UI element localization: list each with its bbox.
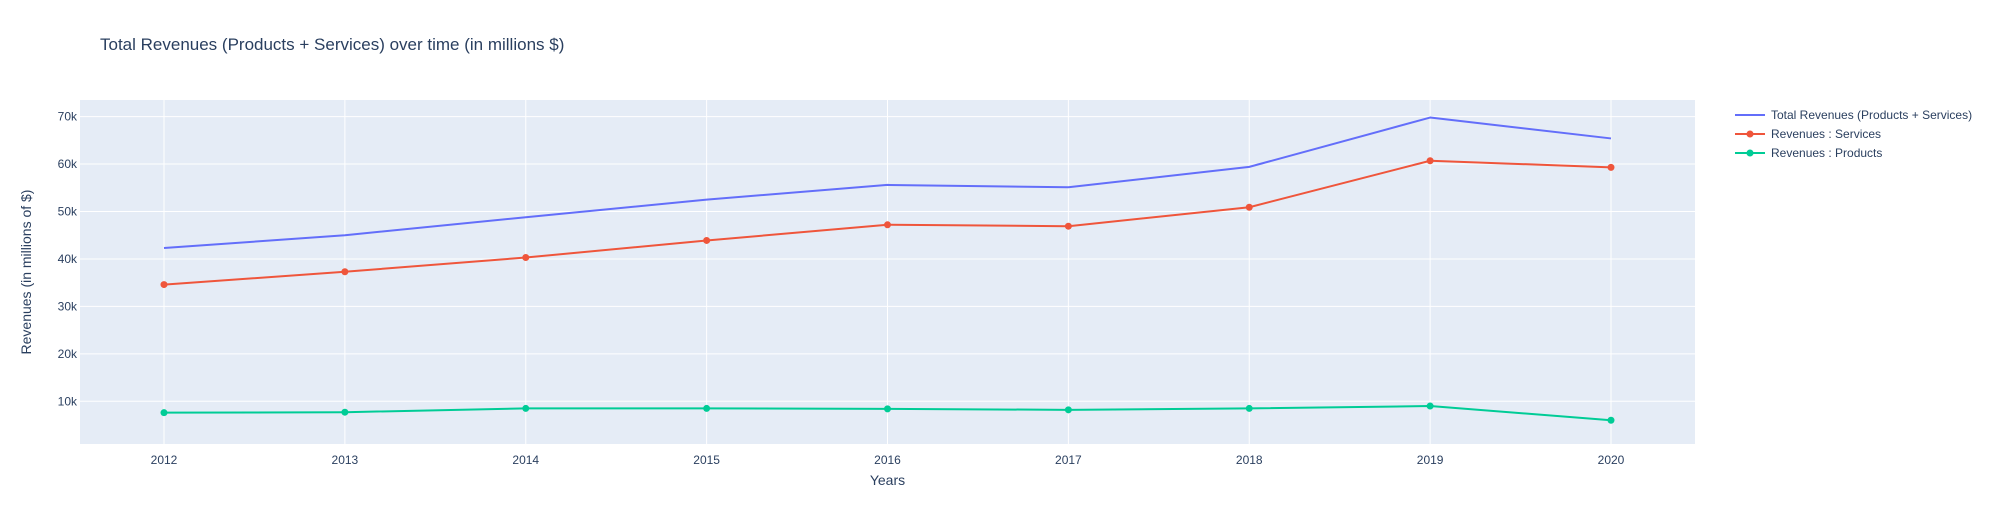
y-tick-label: 40k — [58, 252, 78, 266]
data-point[interactable] — [341, 268, 349, 276]
data-point[interactable] — [884, 221, 891, 229]
series-line[interactable] — [163, 116, 1612, 250]
y-tick-label: 20k — [58, 347, 78, 361]
legend-item[interactable]: Total Revenues (Products + Services) — [1735, 108, 1972, 122]
legend-item[interactable]: Revenues : Products — [1735, 146, 1882, 160]
series-3[interactable] — [160, 402, 1615, 424]
y-tick-label: 50k — [58, 205, 78, 219]
x-tick-label: 2012 — [151, 453, 178, 467]
data-point[interactable] — [703, 236, 711, 244]
y-tick-label: 10k — [58, 394, 78, 408]
x-axis-title: Years — [870, 472, 905, 488]
data-point[interactable] — [884, 405, 891, 413]
y-axis: 10k 20k 30k 40k 50k 60k 70k — [58, 110, 78, 409]
data-point[interactable] — [160, 281, 168, 289]
x-tick-label: 2014 — [512, 453, 539, 467]
gridlines — [80, 100, 1695, 444]
x-tick-label: 2017 — [1055, 453, 1082, 467]
series-2[interactable] — [160, 157, 1615, 289]
data-point[interactable] — [1426, 402, 1434, 410]
data-point[interactable] — [1064, 222, 1072, 230]
y-tick-label: 60k — [58, 157, 78, 171]
x-axis: 2012 2013 2014 2015 2016 2017 2018 2019 2020 — [151, 453, 1625, 467]
data-point[interactable] — [703, 404, 711, 412]
x-tick-label: 2020 — [1598, 453, 1625, 467]
data-point[interactable] — [1064, 406, 1072, 414]
x-tick-label: 2018 — [1236, 453, 1263, 467]
legend[interactable]: Total Revenues (Products + Services) Reve… — [1735, 108, 1972, 160]
y-tick-label: 30k — [58, 299, 78, 313]
data-point[interactable] — [522, 404, 530, 412]
data-point[interactable] — [1245, 203, 1253, 211]
legend-item[interactable]: Revenues : Services — [1735, 127, 1881, 141]
x-tick-label: 2016 — [874, 453, 901, 467]
legend-marker — [1746, 130, 1754, 138]
data-point[interactable] — [341, 408, 349, 416]
legend-label: Revenues : Services — [1771, 127, 1881, 141]
x-tick-label: 2015 — [693, 453, 720, 467]
data-point[interactable] — [1245, 404, 1253, 412]
data-point[interactable] — [160, 409, 168, 417]
y-axis-title: Revenues (in millions of $) — [18, 190, 34, 355]
data-point[interactable] — [522, 254, 530, 262]
legend-marker — [1746, 149, 1754, 157]
y-tick-label: 70k — [58, 110, 78, 124]
series-layer — [160, 116, 1615, 424]
legend-label: Revenues : Products — [1771, 146, 1882, 160]
series-1[interactable] — [163, 116, 1612, 250]
data-point[interactable] — [1607, 163, 1615, 171]
data-point[interactable] — [1607, 416, 1615, 424]
x-tick-label: 2019 — [1417, 453, 1444, 467]
chart-title: Total Revenues (Products + Services) ove… — [100, 35, 564, 54]
legend-label: Total Revenues (Products + Services) — [1771, 108, 1972, 122]
data-point[interactable] — [1426, 157, 1434, 165]
x-tick-label: 2013 — [332, 453, 359, 467]
